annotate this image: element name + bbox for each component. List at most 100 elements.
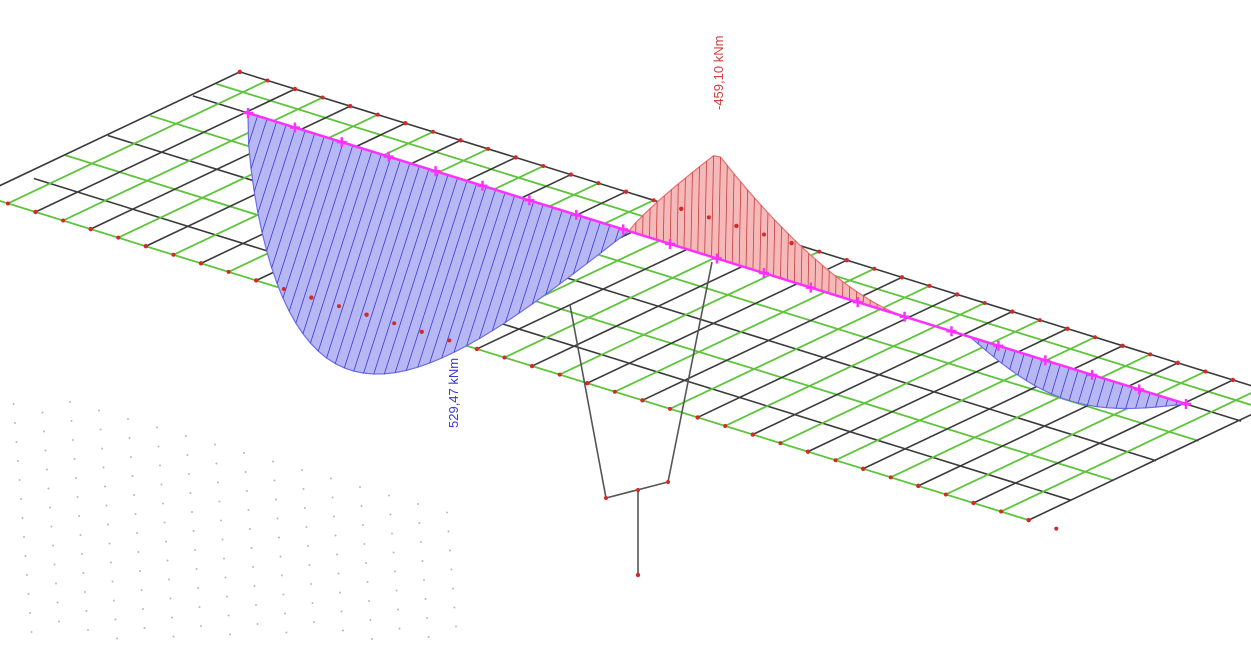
background-dot [454, 607, 456, 609]
background-dot [200, 625, 202, 627]
background-dot [168, 579, 170, 581]
background-dot [330, 478, 332, 480]
max-positive-moment-label: 529,47 kNm [446, 358, 461, 428]
background-dot [391, 533, 393, 535]
grid-node [845, 258, 849, 262]
grid-node [762, 233, 766, 237]
background-dot [46, 469, 48, 471]
grid-node [640, 398, 644, 402]
pier-node [636, 488, 640, 492]
grid-node [6, 201, 10, 205]
background-dot [223, 558, 225, 560]
background-dot [361, 505, 363, 507]
deck-transverse-member [0, 72, 240, 195]
background-dot [110, 562, 112, 564]
background-dot [196, 568, 198, 570]
grid-node [668, 407, 672, 411]
deck-grid [0, 72, 1251, 520]
background-dot [226, 596, 228, 598]
background-dot [188, 473, 190, 475]
grid-node [889, 475, 893, 479]
background-dot [104, 486, 106, 488]
pier-node [604, 496, 608, 500]
background-dot [51, 526, 53, 528]
background-dot [81, 553, 83, 555]
background-dot [446, 512, 448, 514]
background-dot [423, 579, 425, 581]
grid-node [1120, 344, 1124, 348]
background-dot [449, 550, 451, 552]
grid-node [447, 338, 451, 342]
background-dot [425, 598, 427, 600]
background-dot [77, 496, 79, 498]
background-dot [55, 583, 57, 585]
grid-node [1231, 378, 1235, 382]
background-dot [193, 530, 195, 532]
background-dot [109, 543, 111, 545]
grid-node [514, 155, 518, 159]
background-dot [107, 524, 109, 526]
background-dot [277, 518, 279, 520]
background-dot [284, 613, 286, 615]
grid-node [778, 441, 782, 445]
background-dot [303, 488, 305, 490]
background-dot [98, 410, 100, 412]
background-dot [84, 591, 86, 593]
background-dot [161, 484, 163, 486]
grid-node [88, 227, 92, 231]
grid-node [1038, 318, 1042, 322]
background-dot [31, 631, 33, 633]
background-dot [426, 617, 428, 619]
grid-node [61, 219, 65, 223]
background-dot [364, 543, 366, 545]
background-dot [362, 524, 364, 526]
background-dot [29, 612, 31, 614]
background-dot [87, 629, 89, 631]
grid-node [817, 250, 821, 254]
background-dot [142, 608, 144, 610]
background-dot [257, 623, 259, 625]
grid-node [789, 241, 793, 245]
grid-node [265, 78, 269, 82]
background-dot [245, 471, 247, 473]
background-dot [113, 600, 115, 602]
background-dot [129, 437, 131, 439]
background-dot [132, 475, 134, 477]
background-dot [191, 511, 193, 513]
background-dot [116, 638, 118, 640]
background-dot [394, 571, 396, 573]
grid-node [364, 313, 368, 317]
background-dot [167, 560, 169, 562]
grid-node [624, 190, 628, 194]
background-dot [17, 460, 19, 462]
background-dot [106, 505, 108, 507]
background-dot [158, 446, 160, 448]
grid-node [293, 87, 297, 91]
grid-node [944, 492, 948, 496]
background-dot [43, 431, 45, 433]
background-dot [86, 610, 88, 612]
grid-node [928, 284, 932, 288]
background-dot [57, 602, 59, 604]
background-dot [214, 444, 216, 446]
background-dot [159, 465, 161, 467]
background-dot [254, 585, 256, 587]
background-dot [165, 541, 167, 543]
background-dot [309, 564, 311, 566]
background-dot [187, 454, 189, 456]
grid-node [723, 424, 727, 428]
background-dot [304, 507, 306, 509]
background-dot [359, 486, 361, 488]
background-dot [83, 572, 85, 574]
background-dot [216, 463, 218, 465]
grid-node [254, 278, 258, 282]
grid-node [900, 275, 904, 279]
background-dot [194, 549, 196, 551]
grid-node [431, 130, 435, 134]
background-dot [255, 604, 257, 606]
grid-node [348, 104, 352, 108]
background-dot [278, 537, 280, 539]
grid-node [282, 287, 286, 291]
background-dot [199, 606, 201, 608]
